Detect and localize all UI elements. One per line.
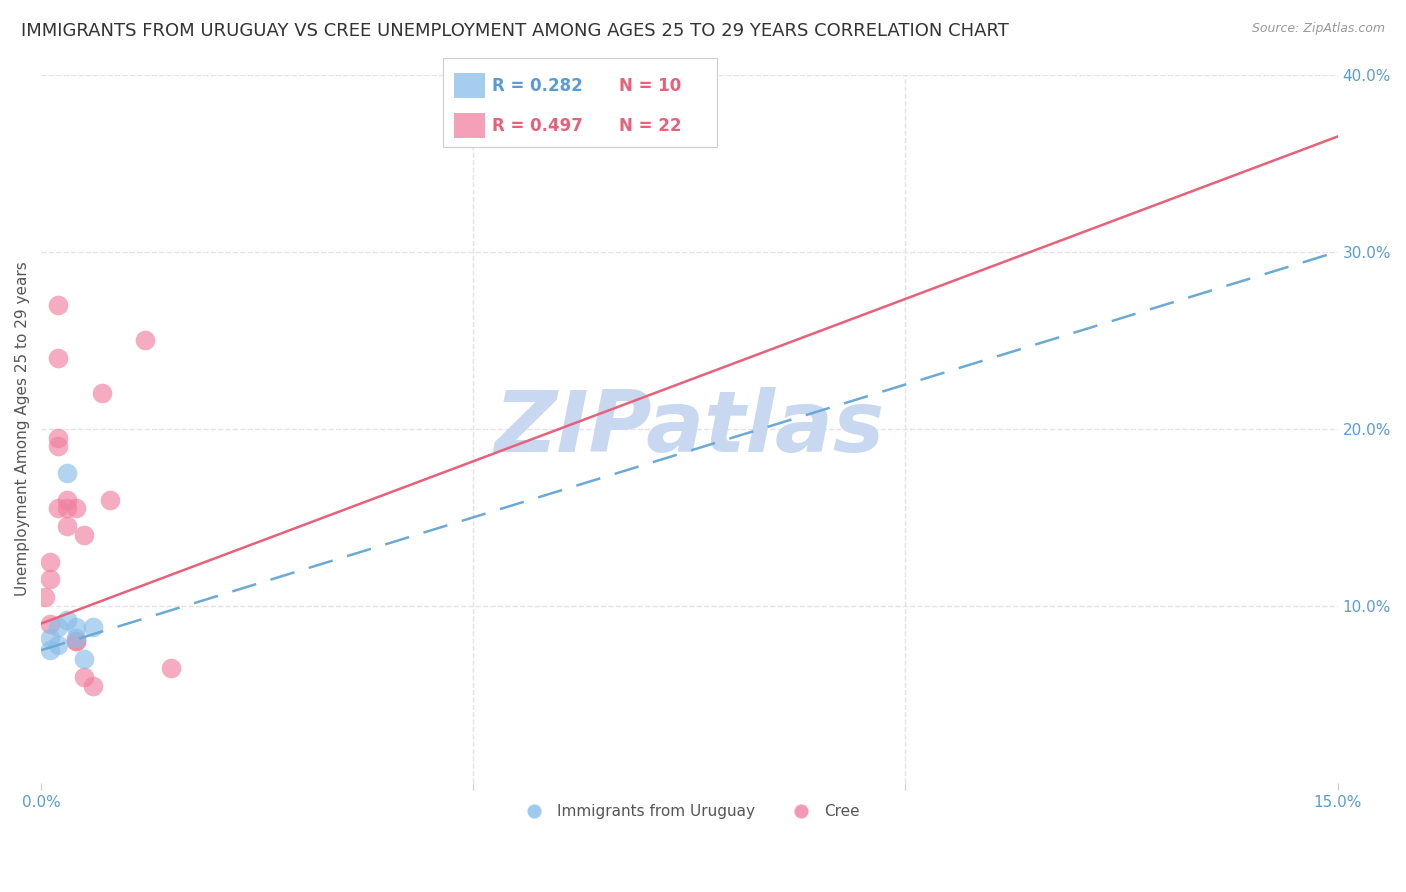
Point [48, 501, 70, 516]
Point [65, 620, 87, 634]
Point [56, 466, 79, 480]
Point [48, 351, 70, 365]
Point [65, 634, 87, 648]
Legend: Immigrants from Uruguay, Cree: Immigrants from Uruguay, Cree [513, 797, 866, 825]
Point [48, 440, 70, 454]
Point [90, 386, 112, 401]
Text: N = 22: N = 22 [619, 117, 681, 135]
Point [65, 501, 87, 516]
Point [65, 634, 87, 648]
Point [65, 631, 87, 645]
Point [56, 501, 79, 516]
Point [159, 661, 181, 675]
Point [56, 613, 79, 627]
Point [98, 492, 121, 507]
Point [38, 572, 60, 586]
Point [73, 528, 96, 542]
Point [48, 620, 70, 634]
Y-axis label: Unemployment Among Ages 25 to 29 years: Unemployment Among Ages 25 to 29 years [15, 261, 30, 596]
Point [38, 616, 60, 631]
Text: Source: ZipAtlas.com: Source: ZipAtlas.com [1251, 22, 1385, 36]
Text: R = 0.497: R = 0.497 [492, 117, 583, 135]
Point [82, 620, 104, 634]
Point [48, 638, 70, 652]
Point [34, 590, 56, 604]
Point [134, 333, 156, 347]
Text: R = 0.282: R = 0.282 [492, 77, 583, 95]
Point [38, 631, 60, 645]
Point [48, 298, 70, 312]
Point [82, 679, 104, 693]
Point [73, 652, 96, 666]
Point [38, 643, 60, 657]
Point [73, 670, 96, 684]
Point [48, 431, 70, 445]
Point [56, 492, 79, 507]
Point [38, 555, 60, 569]
Text: IMMIGRANTS FROM URUGUAY VS CREE UNEMPLOYMENT AMONG AGES 25 TO 29 YEARS CORRELATI: IMMIGRANTS FROM URUGUAY VS CREE UNEMPLOY… [21, 22, 1010, 40]
Text: ZIPatlas: ZIPatlas [495, 387, 884, 470]
Text: N = 10: N = 10 [619, 77, 681, 95]
Point [56, 519, 79, 533]
